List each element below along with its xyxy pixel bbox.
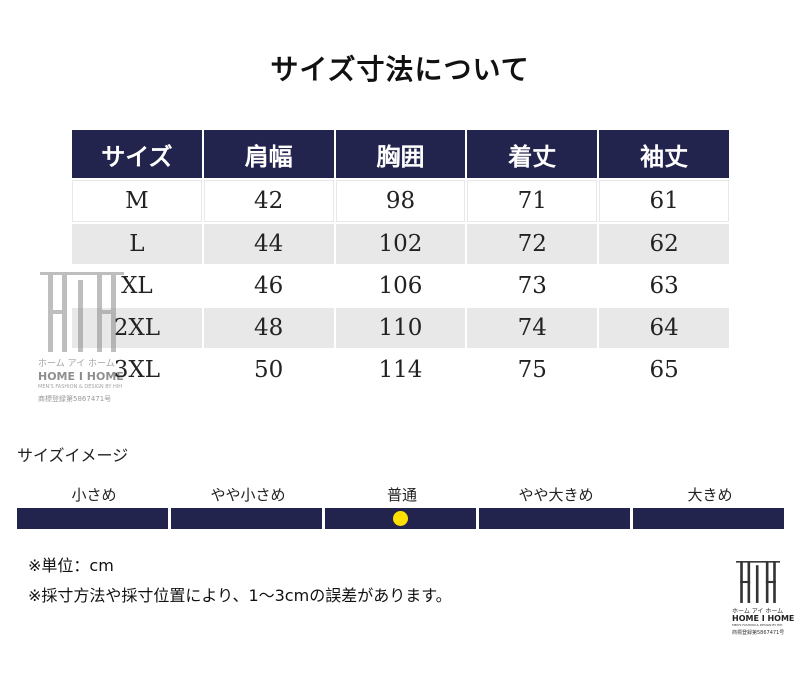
page-title: サイズ寸法について (270, 53, 530, 86)
scale-segment (171, 508, 322, 529)
hih-logo-icon (736, 561, 780, 603)
table-cell: 65 (599, 350, 729, 390)
brand-watermark: ホーム アイ ホーム HOME I HOME MEN'S FASHION & D… (36, 272, 146, 407)
table-cell: 114 (335, 350, 466, 390)
note-unit: ※単位：cm (28, 556, 114, 575)
brand-logo: ホーム アイ ホーム HOME I HOME MEN'S FASHION & D… (732, 561, 795, 637)
table-cell: 62 (599, 224, 729, 264)
size-table: サイズ 肩幅 胸囲 着丈 袖丈 M 42 98 71 61 L 44 102 7… (70, 128, 731, 392)
watermark-tagline: MEN'S FASHION & DESIGN BY HIH (38, 384, 123, 390)
header-shoulder: 肩幅 (203, 130, 334, 178)
scale-segment (633, 508, 784, 529)
table-cell: 102 (335, 224, 466, 264)
scale-segment (325, 508, 476, 529)
header-chest: 胸囲 (335, 130, 466, 178)
notes: ※単位：cm ※採寸方法や採寸位置により、1～3cmの誤差があります。 (28, 556, 452, 616)
table-cell: 72 (467, 224, 598, 264)
table-row: L 44 102 72 62 (72, 224, 729, 264)
table-cell: 42 (203, 180, 334, 222)
table-cell: L (72, 224, 202, 264)
table-cell: 46 (203, 266, 334, 306)
table-cell: 3XL (72, 350, 202, 390)
table-row: 2XL 48 110 74 64 (72, 308, 729, 348)
table-row: M 42 98 71 61 (72, 180, 729, 222)
scale-label-slightly-large: やや大きめ (518, 486, 594, 504)
table-cell: 98 (335, 180, 466, 222)
table-cell: 71 (467, 180, 598, 222)
header-size: サイズ (72, 130, 202, 178)
logo-kana: ホーム アイ ホーム (732, 608, 784, 615)
table-cell: 63 (599, 266, 729, 306)
header-length: 着丈 (467, 130, 598, 178)
scale-label-normal: 普通 (386, 486, 417, 504)
logo-tagline: MEN'S FASHION & DESIGN BY HIH (732, 623, 783, 627)
table-cell: 106 (335, 266, 466, 306)
table-row: XL 46 106 73 63 (72, 266, 729, 306)
table-cell: XL (72, 266, 202, 306)
logo-trademark: 商標登録第5867471号 (732, 630, 785, 636)
logo-brand: HOME I HOME (732, 614, 795, 623)
scale-label-large: 大きめ (687, 486, 733, 504)
scale-label-small: 小さめ (71, 486, 117, 504)
table-cell: 64 (599, 308, 729, 348)
watermark-trademark: 商標登録第5867471号 (38, 395, 112, 403)
table-cell: 110 (335, 308, 466, 348)
table-cell: 2XL (72, 308, 202, 348)
table-cell: 73 (467, 266, 598, 306)
table-header-row: サイズ 肩幅 胸囲 着丈 袖丈 (72, 130, 729, 178)
watermark-kana: ホーム アイ ホーム (38, 359, 115, 369)
table-cell: 61 (599, 180, 729, 222)
table-row: 3XL 50 114 75 65 (72, 350, 729, 390)
note-tolerance: ※採寸方法や採寸位置により、1～3cmの誤差があります。 (28, 586, 452, 605)
size-scale-bars (17, 508, 784, 529)
size-marker (393, 511, 408, 526)
size-image-heading: サイズイメージ (17, 446, 129, 465)
table-cell: 48 (203, 308, 334, 348)
size-scale-labels: 小さめ やや小さめ 普通 やや大きめ 大きめ (17, 484, 788, 505)
header-sleeve: 袖丈 (599, 130, 729, 178)
table-cell: 50 (203, 350, 334, 390)
table-cell: 44 (203, 224, 334, 264)
table-cell: M (72, 180, 202, 222)
watermark-brand: HOME I HOME (38, 370, 124, 383)
table-cell: 75 (467, 350, 598, 390)
scale-segment (479, 508, 630, 529)
scale-label-slightly-small: やや小さめ (210, 486, 286, 504)
hih-logo-icon (40, 272, 124, 352)
scale-segment (17, 508, 168, 529)
table-cell: 74 (467, 308, 598, 348)
